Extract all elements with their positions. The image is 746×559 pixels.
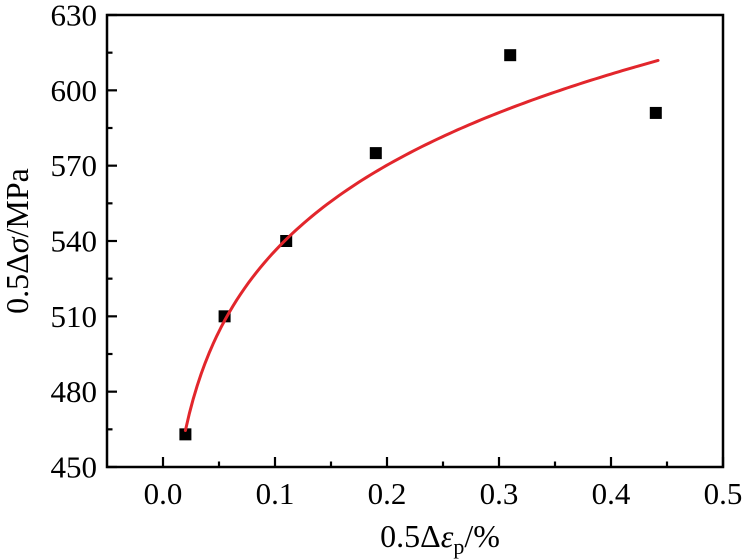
x-axis-label: 0.5Δεp/% — [380, 518, 500, 559]
y-tick-label: 540 — [51, 224, 98, 259]
y-tick-label: 480 — [51, 374, 98, 409]
y-tick-label: 630 — [51, 0, 98, 33]
x-tick-label: 0.0 — [144, 476, 183, 511]
plot-frame — [105, 13, 725, 469]
x-tick-label: 0.2 — [368, 476, 407, 511]
data-point — [504, 49, 517, 62]
y-tick-label: 450 — [51, 450, 98, 485]
y-tick-label: 570 — [51, 148, 98, 183]
data-point — [369, 147, 382, 160]
x-tick-label: 0.4 — [592, 476, 631, 511]
data-point — [649, 106, 662, 119]
fit-curve — [183, 58, 660, 432]
data-point — [179, 428, 192, 441]
x-tick-label: 0.3 — [480, 476, 519, 511]
y-tick-label: 510 — [51, 299, 98, 334]
y-axis-label: 0.5Δσ/MPa — [0, 168, 35, 314]
x-tick-label: 0.5 — [704, 476, 743, 511]
x-tick-label: 0.1 — [256, 476, 295, 511]
y-tick-label: 600 — [51, 73, 98, 108]
